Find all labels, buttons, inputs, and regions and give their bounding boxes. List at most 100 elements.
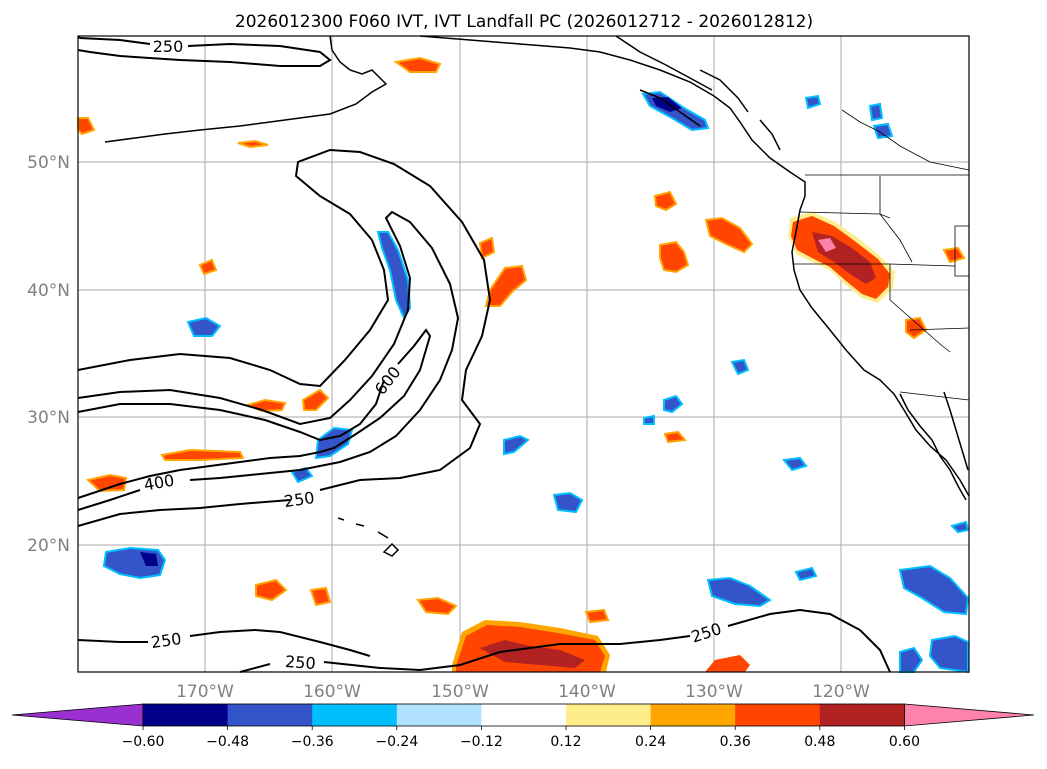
pos-region-i bbox=[85, 473, 128, 493]
colorbar-segment bbox=[566, 704, 652, 726]
pos-region-t bbox=[584, 608, 610, 624]
colorbar-tick-label: −0.36 bbox=[291, 734, 334, 750]
pos-region-g bbox=[301, 388, 330, 411]
lat-axis-labels: 50°N 40°N 30°N 20°N bbox=[27, 153, 70, 556]
positive-pc-regions bbox=[77, 56, 966, 672]
pos-region-n bbox=[198, 258, 218, 276]
pos-region-m bbox=[905, 316, 928, 340]
neg-region-l bbox=[804, 94, 822, 110]
border-ca-nv bbox=[889, 264, 951, 353]
border-bc-interior bbox=[841, 109, 970, 171]
neg-region-f bbox=[898, 564, 970, 616]
contour-250-north bbox=[77, 35, 332, 67]
contour-label-south-west: 250 bbox=[150, 629, 183, 652]
pos-region-tropic-south-strong bbox=[480, 640, 585, 668]
contour-label-arc-250: 250 bbox=[283, 488, 316, 511]
lon-label-160w: 160°W bbox=[303, 682, 361, 702]
lat-label-50n: 50°N bbox=[27, 153, 70, 173]
pos-region-k bbox=[309, 586, 332, 607]
coast-bc-islands bbox=[639, 69, 781, 151]
contour-250-south-west bbox=[77, 628, 371, 657]
contour-label-north: 250 bbox=[153, 37, 184, 56]
neg-region-d bbox=[552, 491, 584, 514]
colorbar-segment bbox=[312, 704, 398, 726]
neg-region-m bbox=[868, 102, 884, 122]
colorbar: −0.60 −0.48 −0.36 −0.24 −0.12 0.12 0.24 0.36 0.4… bbox=[11, 703, 1035, 750]
neg-region-n bbox=[872, 122, 894, 140]
lat-label-20n: 20°N bbox=[27, 536, 70, 556]
negative-pc-regions bbox=[102, 90, 970, 674]
colorbar-tick-label: −0.60 bbox=[122, 734, 165, 750]
neg-region-p bbox=[950, 520, 970, 534]
pos-region-a bbox=[659, 240, 690, 274]
state-borders bbox=[794, 109, 970, 401]
contour-400-arc bbox=[77, 210, 460, 511]
map-frame bbox=[77, 35, 970, 673]
pos-region-l bbox=[416, 596, 458, 616]
colorbar-tick-label: −0.48 bbox=[206, 734, 249, 750]
pos-region-o bbox=[393, 56, 442, 73]
coast-hawaii bbox=[337, 517, 400, 557]
colorbar-tick-label: 0.36 bbox=[720, 734, 751, 750]
lon-axis-labels: 170°W 160°W 150°W 140°W 130°W 120°W bbox=[176, 682, 870, 702]
neg-region-o bbox=[503, 434, 530, 456]
neg-region-r bbox=[643, 414, 655, 425]
lon-label-170w: 170°W bbox=[176, 682, 234, 702]
coastlines bbox=[104, 35, 970, 557]
colorbar-segment bbox=[819, 704, 905, 726]
lon-label-140w: 140°W bbox=[558, 682, 616, 702]
neg-region-j bbox=[730, 358, 750, 376]
colorbar-segment bbox=[481, 704, 567, 726]
contour-600-arc bbox=[77, 328, 432, 499]
pos-region-q bbox=[237, 139, 269, 149]
neg-region-k bbox=[782, 456, 808, 472]
gridlines bbox=[78, 36, 969, 672]
colorbar-frame bbox=[142, 703, 905, 727]
neg-region-g bbox=[899, 646, 924, 673]
colorbar-tick-label: 0.12 bbox=[550, 734, 581, 750]
coast-mexico-mainland bbox=[943, 391, 969, 471]
lat-label-40n: 40°N bbox=[27, 281, 70, 301]
map-background bbox=[78, 36, 969, 672]
pos-region-tropic-east bbox=[705, 655, 750, 672]
ivt-contours bbox=[77, 35, 891, 673]
pos-region-r bbox=[663, 430, 688, 444]
colorbar-segment bbox=[227, 704, 313, 726]
lon-label-130w: 130°W bbox=[685, 682, 743, 702]
colorbar-segment bbox=[143, 704, 229, 726]
border-us-mexico bbox=[899, 391, 970, 401]
pos-region-s bbox=[942, 246, 966, 264]
map-plot-area: 250 250 400 600 250 250 250 bbox=[77, 35, 970, 674]
lon-label-120w: 120°W bbox=[812, 682, 870, 702]
pos-region-b bbox=[704, 216, 754, 254]
colorbar-tick-label: 0.24 bbox=[635, 734, 666, 750]
contour-labels: 250 250 400 600 250 250 250 bbox=[142, 37, 723, 673]
border-az bbox=[909, 327, 970, 331]
coast-bc-coast bbox=[615, 35, 713, 91]
pos-region-j bbox=[255, 578, 288, 602]
pos-region-c bbox=[653, 190, 678, 212]
neg-region-c bbox=[186, 316, 222, 337]
neg-region-hawaii-w-strong bbox=[140, 552, 158, 566]
coast-baja bbox=[899, 393, 967, 501]
colorbar-segment bbox=[650, 704, 736, 726]
colorbar-tick-label: 0.60 bbox=[889, 734, 920, 750]
neg-region-e bbox=[706, 576, 772, 608]
colorbar-segment bbox=[735, 704, 821, 726]
border-id bbox=[879, 176, 913, 263]
contour-250-arc-outer bbox=[77, 148, 492, 527]
contour-label-south-center: 250 bbox=[284, 652, 316, 673]
coast-alaska bbox=[104, 35, 970, 497]
neg-region-i bbox=[663, 394, 684, 414]
colorbar-tick-label: 0.48 bbox=[804, 734, 835, 750]
colorbar-tick-label: −0.24 bbox=[375, 734, 418, 750]
colorbar-tick-label: −0.12 bbox=[460, 734, 503, 750]
contour-250-south-center bbox=[239, 608, 891, 673]
pos-region-e bbox=[478, 236, 496, 260]
colorbar-extend-low bbox=[11, 703, 144, 727]
lat-label-30n: 30°N bbox=[27, 408, 70, 428]
colorbar-extend-high bbox=[904, 703, 1035, 727]
neg-region-q bbox=[794, 566, 818, 582]
pos-region-pnw-peak bbox=[818, 238, 836, 252]
